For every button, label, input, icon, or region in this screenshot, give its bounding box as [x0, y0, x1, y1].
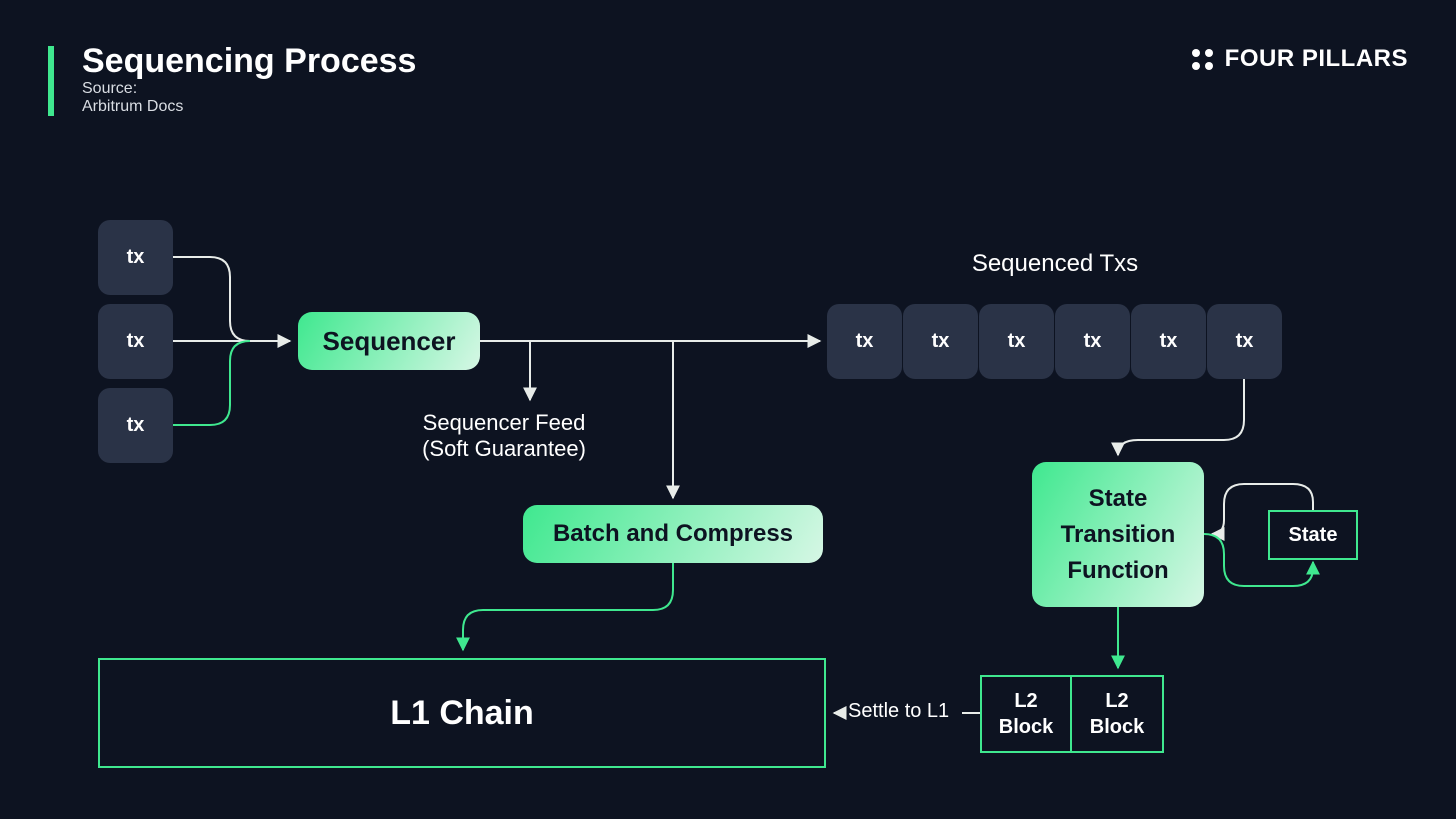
label-sequenced-txs: Sequenced Txs: [930, 250, 1180, 278]
node-tx-seq-5: tx: [1131, 304, 1206, 379]
node-sequencer: Sequencer: [298, 312, 480, 370]
label-sequencer-feed: Sequencer Feed (Soft Guarantee): [420, 410, 588, 462]
node-tx-seq-2: tx: [903, 304, 978, 379]
node-l2-block-1-l2: Block: [999, 714, 1053, 740]
node-stf: State Transition Function: [1032, 462, 1204, 607]
node-tx-seq-6: tx: [1207, 304, 1282, 379]
node-l2-block-2-l2: Block: [1090, 714, 1144, 740]
node-tx-in-3: tx: [98, 388, 173, 463]
node-tx-in-1: tx: [98, 220, 173, 295]
node-l2-block-2-l1: L2: [1105, 688, 1128, 714]
node-tx-seq-3: tx: [979, 304, 1054, 379]
node-stf-l2: Transition: [1061, 517, 1176, 553]
node-tx-in-2: tx: [98, 304, 173, 379]
node-batch-compress: Batch and Compress: [523, 505, 823, 563]
node-tx-seq-4: tx: [1055, 304, 1130, 379]
node-l2-block-1: L2 Block: [980, 675, 1072, 753]
label-sequencer-feed-l2: (Soft Guarantee): [420, 436, 588, 462]
label-sequencer-feed-l1: Sequencer Feed: [420, 410, 588, 436]
node-l2-block-1-l1: L2: [1014, 688, 1037, 714]
label-settle-to-l1: Settle to L1: [848, 700, 949, 723]
node-l1-chain: L1 Chain: [98, 658, 826, 768]
node-stf-l1: State: [1089, 481, 1148, 517]
flowchart-diagram: tx tx tx Sequencer Sequencer Feed (Soft …: [0, 0, 1456, 819]
node-state: State: [1268, 510, 1358, 560]
node-l2-block-2: L2 Block: [1072, 675, 1164, 753]
node-tx-seq-1: tx: [827, 304, 902, 379]
node-stf-l3: Function: [1067, 553, 1168, 589]
